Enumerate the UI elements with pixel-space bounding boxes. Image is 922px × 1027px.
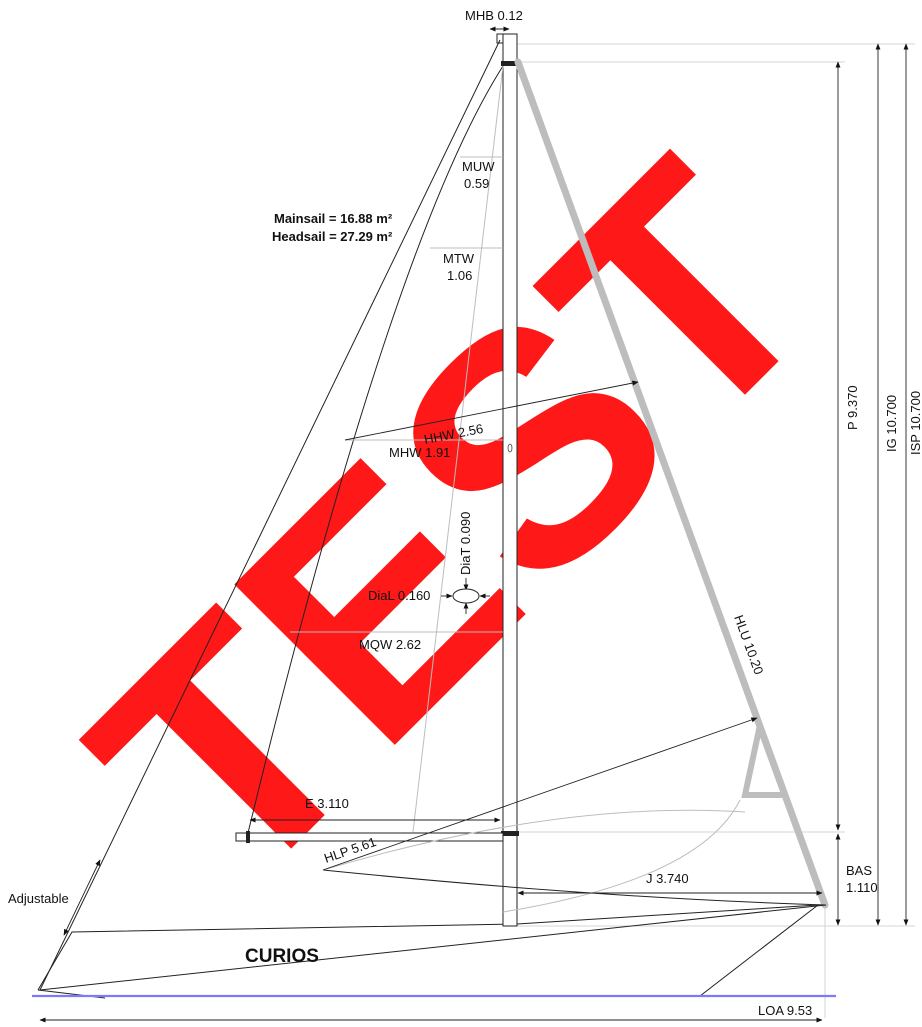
label-dial: DiaL 0.160 bbox=[368, 588, 430, 603]
label-loa: LOA 9.53 bbox=[758, 1003, 812, 1018]
label-mhw: MHW 1.91 bbox=[389, 445, 450, 460]
forestay bbox=[514, 58, 829, 909]
label-bas-value: 1.110 bbox=[846, 880, 878, 895]
headsail-area: Headsail = 27.29 m² bbox=[272, 229, 393, 244]
label-mtw-name: MTW bbox=[443, 251, 475, 266]
mast bbox=[496, 33, 519, 927]
girth-lines bbox=[290, 65, 746, 913]
dimension-arrows bbox=[39, 26, 909, 1023]
label-j: J 3.740 bbox=[646, 871, 689, 886]
label-muw-name: MUW bbox=[462, 159, 495, 174]
mainsail-area: Mainsail = 16.88 m² bbox=[274, 211, 393, 226]
label-e: E 3.110 bbox=[305, 796, 349, 811]
furler bbox=[741, 724, 782, 798]
label-muw-value: 0.59 bbox=[464, 176, 489, 191]
headsail bbox=[39, 39, 827, 991]
label-isp: ISP 10.700 bbox=[908, 391, 922, 455]
label-bas-name: BAS bbox=[846, 863, 872, 878]
boom bbox=[235, 831, 504, 843]
label-adjustable: Adjustable bbox=[8, 891, 69, 906]
label-p: P 9.370 bbox=[845, 385, 860, 430]
boat-name: CURIOS bbox=[245, 946, 319, 967]
diagonal-ellipse bbox=[452, 588, 480, 604]
label-diat: DiaT 0.090 bbox=[458, 512, 473, 575]
label-mhb: MHB 0.12 bbox=[465, 8, 523, 23]
label-mqw: MQW 2.62 bbox=[359, 637, 421, 652]
label-ig: IG 10.700 bbox=[884, 395, 899, 452]
label-mtw-value: 1.06 bbox=[447, 268, 472, 283]
